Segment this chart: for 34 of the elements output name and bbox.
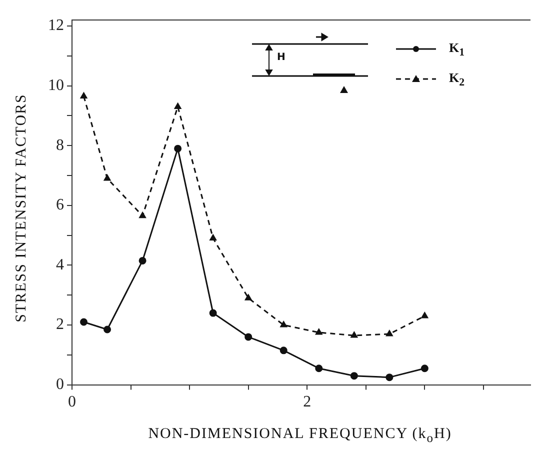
point xyxy=(280,346,288,354)
point xyxy=(245,294,252,300)
y-tick-label: 10 xyxy=(48,76,64,94)
point xyxy=(138,256,146,264)
point xyxy=(420,364,428,372)
point xyxy=(386,374,394,382)
y-tick-label: 6 xyxy=(56,196,64,214)
point xyxy=(244,333,252,341)
point xyxy=(174,102,182,109)
y-tick-label: 12 xyxy=(48,17,64,34)
point xyxy=(315,364,323,372)
annotation: H xyxy=(277,52,286,63)
y-tick-label: 4 xyxy=(56,256,64,274)
point xyxy=(209,309,217,317)
x-axis-title: NON-DIMENSIONAL FREQUENCY (k$_{o}$H) xyxy=(148,426,452,446)
point xyxy=(104,174,111,181)
legend-label: K$_{1}$ xyxy=(449,40,465,58)
point xyxy=(386,330,393,336)
point xyxy=(350,372,358,380)
point xyxy=(139,212,146,218)
point xyxy=(174,144,182,152)
y-tick-label: 2 xyxy=(56,316,64,334)
point xyxy=(316,328,322,335)
y-tick-label: 0 xyxy=(56,376,64,394)
point xyxy=(80,318,88,326)
point xyxy=(210,234,216,241)
point xyxy=(104,326,112,334)
point xyxy=(421,312,428,318)
y-axis-title: STRESS INTENSITY FACTORS xyxy=(14,94,30,322)
legend-label: K$_{2}$ xyxy=(449,70,465,88)
point xyxy=(80,92,88,98)
y-tick-label: 8 xyxy=(56,136,64,154)
point xyxy=(350,332,358,338)
point xyxy=(280,321,287,328)
